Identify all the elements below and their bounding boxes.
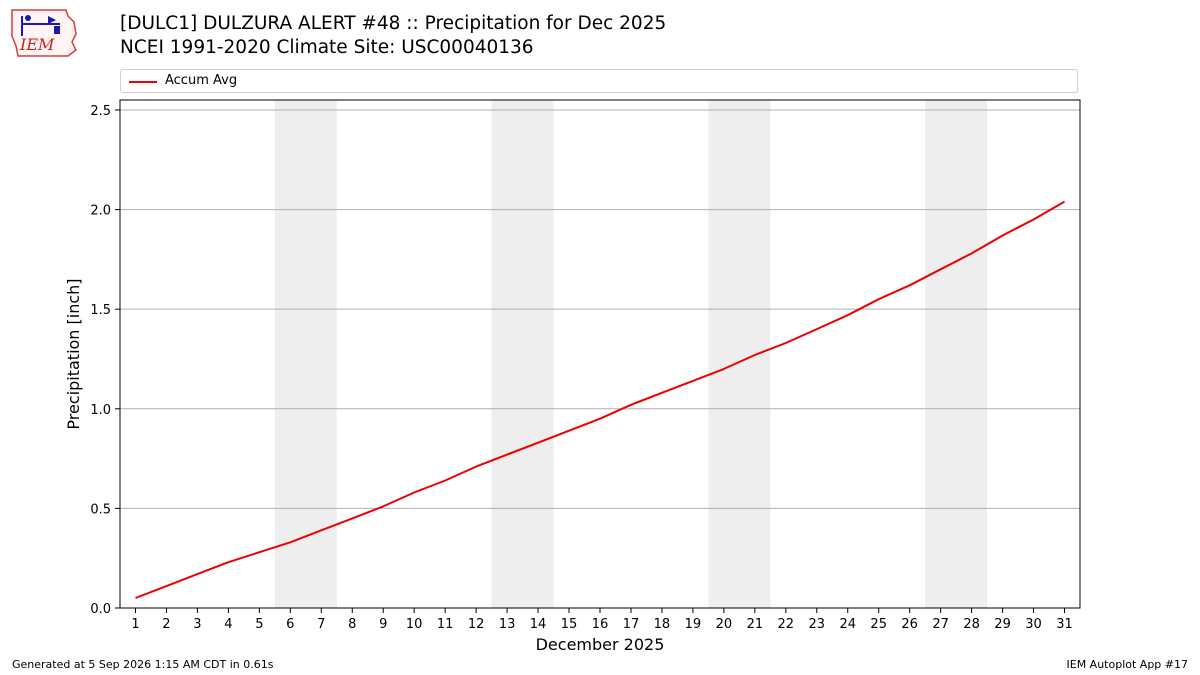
x-tick-label: 4 <box>224 617 232 632</box>
x-tick-label: 2 <box>162 617 170 632</box>
legend-swatch <box>129 81 157 83</box>
x-tick-label: 6 <box>286 617 294 632</box>
y-tick-label: 2.0 <box>90 204 111 219</box>
x-tick-label: 8 <box>348 617 356 632</box>
x-tick-label: 20 <box>716 617 733 632</box>
x-tick-label: 31 <box>1056 617 1073 632</box>
x-tick-label: 17 <box>623 617 640 632</box>
weekend-band <box>274 100 337 608</box>
weekend-band <box>708 100 771 608</box>
title-line-1: [DULC1] DULZURA ALERT #48 :: Precipitati… <box>120 13 667 34</box>
x-tick-label: 3 <box>193 617 201 632</box>
x-tick-label: 9 <box>379 617 387 632</box>
y-tick-label: 0.0 <box>90 602 111 617</box>
logo-text: IEM <box>19 35 55 54</box>
app-label: IEM Autoplot App #17 <box>1066 658 1189 671</box>
series-line-accum-avg <box>135 200 1066 599</box>
x-tick-label: 13 <box>499 617 516 632</box>
title-line-2: NCEI 1991-2020 Climate Site: USC00040136 <box>120 37 534 58</box>
x-tick-label: 27 <box>932 617 949 632</box>
x-tick-label: 26 <box>901 617 918 632</box>
y-tick-label: 1.0 <box>90 403 111 418</box>
x-tick-label: 22 <box>778 617 795 632</box>
iem-logo: IEM <box>8 6 80 58</box>
chart-title: [DULC1] DULZURA ALERT #48 :: Precipitati… <box>120 12 666 60</box>
x-tick-label: 25 <box>870 617 887 632</box>
weekend-band <box>491 100 554 608</box>
x-tick-label: 30 <box>1025 617 1042 632</box>
x-tick-label: 12 <box>468 617 485 632</box>
x-tick-label: 29 <box>994 617 1011 632</box>
x-tick-label: 21 <box>747 617 764 632</box>
y-tick-label: 0.5 <box>90 502 111 517</box>
x-tick-label: 11 <box>437 617 454 632</box>
x-tick-label: 5 <box>255 617 263 632</box>
x-axis-label: December 2025 <box>536 635 665 654</box>
y-axis-label: Precipitation [inch] <box>64 278 83 429</box>
x-tick-label: 19 <box>685 617 702 632</box>
x-tick-label: 10 <box>406 617 423 632</box>
x-tick-label: 1 <box>131 617 139 632</box>
generated-note: Generated at 5 Sep 2026 1:15 AM CDT in 0… <box>12 658 274 671</box>
x-tick-label: 16 <box>592 617 609 632</box>
x-tick-label: 24 <box>839 617 856 632</box>
x-tick-label: 23 <box>809 617 826 632</box>
weekend-band <box>925 100 988 608</box>
y-tick-label: 1.5 <box>90 303 111 318</box>
x-tick-label: 14 <box>530 617 547 632</box>
x-tick-label: 18 <box>654 617 671 632</box>
y-tick-label: 2.5 <box>90 104 111 119</box>
x-tick-label: 7 <box>317 617 325 632</box>
legend-label: Accum Avg <box>165 73 238 88</box>
x-tick-label: 28 <box>963 617 980 632</box>
legend: Accum Avg <box>120 69 1078 93</box>
x-tick-label: 15 <box>561 617 578 632</box>
